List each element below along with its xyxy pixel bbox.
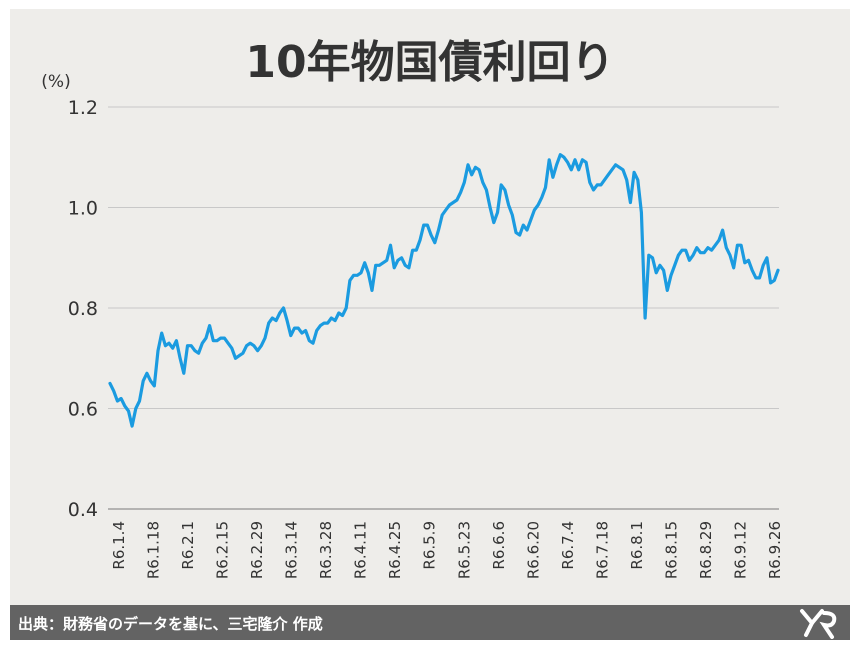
y-tick-label: 0.8 — [68, 298, 98, 320]
x-tick-label: R6.6.6 — [490, 521, 508, 570]
x-tick-label: R6.4.25 — [386, 521, 404, 579]
line-chart: 10年物国債利回り (%) 0.40.60.81.01.2 R6.1.4 R6.1… — [41, 37, 784, 579]
x-tick-label: R6.1.18 — [145, 521, 163, 579]
x-tick-labels: R6.1.4 R6.1.18 R6.2.1 R6.2.15 R6.2.29 R6.3.14… — [110, 521, 784, 579]
chart-frame: 10年物国債利回り (%) 0.4 0.6 0.8 1.0 1.2 R6.1.4 R6.1… — [10, 9, 850, 640]
y-tick-label: 1.2 — [68, 97, 98, 119]
source-note: 出典：財務省のデータを基に、三宅隆介 作成 — [18, 615, 323, 633]
x-tick-label: R6.1.4 — [110, 521, 128, 570]
x-tick-label: R6.9.26 — [766, 521, 784, 579]
footer-bar: 出典：財務省のデータを基に、三宅隆介 作成 — [10, 605, 850, 640]
x-tick-label: R6.8.15 — [662, 521, 680, 579]
series-line-yield — [108, 153, 780, 428]
x-tick-label: R6.7.4 — [559, 521, 577, 570]
x-tick-label: R6.4.11 — [352, 521, 370, 579]
x-tick-label: R6.2.15 — [214, 521, 232, 579]
x-tick-label: R6.8.29 — [697, 521, 715, 579]
series-layer — [108, 153, 780, 428]
x-tick-label: R6.5.23 — [455, 521, 473, 579]
y-tick-labels: 0.4 0.6 0.8 1.0 1.2 — [68, 97, 98, 521]
x-tick-label: R6.7.18 — [593, 521, 611, 579]
grid-lines — [108, 106, 779, 510]
y-tick-label: 0.6 — [68, 399, 98, 421]
x-tick-label: R6.3.28 — [317, 521, 335, 579]
y-axis-unit-label: (%) — [41, 72, 70, 92]
x-tick-label: R6.8.1 — [628, 521, 646, 570]
logo-mark — [800, 609, 837, 639]
y-tick-label: 0.4 — [68, 499, 98, 521]
chart-title: 10年物国債利回り — [245, 37, 614, 88]
y-tick-label: 1.0 — [68, 198, 98, 220]
x-tick-label: R6.2.29 — [248, 521, 266, 579]
x-tick-label: R6.3.14 — [283, 521, 301, 579]
x-tick-label: R6.5.9 — [421, 521, 439, 570]
x-tick-label: R6.9.12 — [731, 521, 749, 579]
x-tick-label: R6.2.1 — [179, 521, 197, 570]
x-tick-label: R6.6.20 — [524, 521, 542, 579]
